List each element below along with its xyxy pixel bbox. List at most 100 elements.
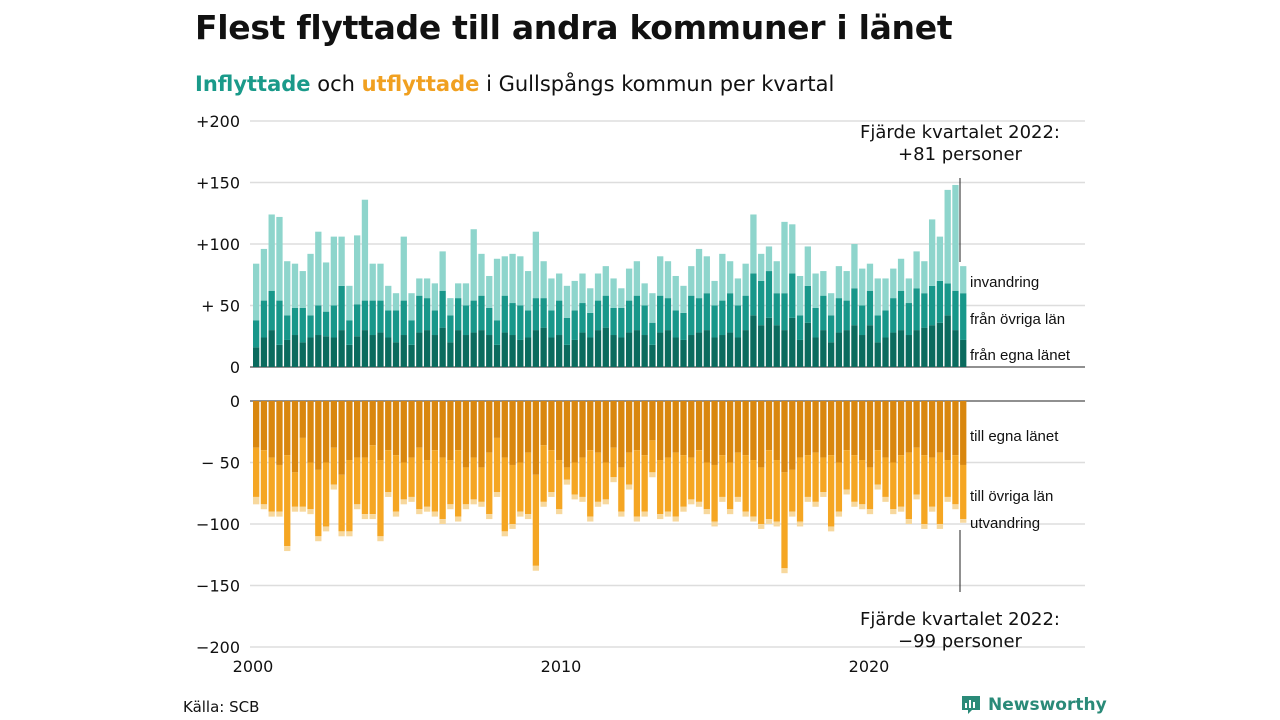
- bar-out-0-74: [827, 401, 835, 456]
- bar-out-2-74: [827, 526, 835, 532]
- bar-in-2-91: [960, 266, 967, 294]
- bar-in-0-63: [742, 330, 749, 367]
- bar-out-1-10: [330, 447, 337, 485]
- newsworthy-logo[interactable]: Newsworthy: [960, 694, 1107, 716]
- bar-out-1-78: [859, 460, 866, 505]
- bar-in-0-3: [276, 344, 283, 367]
- bar-out-1-85: [913, 447, 920, 495]
- bar-out-2-48: [625, 484, 633, 490]
- bar-out-0-15: [369, 401, 376, 446]
- bar-in-1-64: [750, 273, 757, 316]
- bar-out-2-6: [299, 506, 306, 512]
- bar-out-2-5: [291, 506, 299, 512]
- bar-out-1-45: [602, 462, 609, 500]
- bar-in-1-81: [882, 310, 889, 338]
- bar-out-2-25: [447, 504, 454, 510]
- bar-in-2-84: [905, 278, 912, 304]
- bar-in-2-46: [610, 278, 617, 308]
- bar-out-0-61: [726, 401, 734, 463]
- bar-out-2-63: [742, 511, 749, 517]
- bar-in-1-36: [532, 298, 540, 331]
- bar-in-2-34: [517, 256, 524, 306]
- bar-out-0-2: [268, 401, 275, 458]
- bar-in-0-30: [486, 335, 493, 367]
- bar-out-1-12: [346, 460, 353, 532]
- bar-out-0-75: [835, 401, 843, 463]
- bar-in-0-35: [524, 337, 532, 367]
- bar-in-0-62: [734, 337, 742, 367]
- bar-out-2-78: [859, 504, 866, 510]
- bar-in-1-71: [804, 285, 811, 323]
- bar-in-0-40: [563, 344, 571, 367]
- bar-in-0-42: [579, 332, 586, 367]
- bar-in-1-52: [657, 295, 664, 333]
- bar-in-2-22: [423, 278, 431, 299]
- bar-out-2-15: [369, 514, 376, 520]
- bar-in-1-58: [703, 293, 710, 331]
- bar-in-2-2: [268, 214, 275, 291]
- bar-in-0-51: [649, 344, 656, 367]
- bar-out-2-9: [322, 526, 330, 532]
- bar-out-1-65: [758, 467, 765, 524]
- bar-in-2-11: [338, 236, 345, 286]
- bar-in-1-6: [299, 307, 306, 343]
- bar-in-0-19: [400, 335, 407, 367]
- bar-in-2-50: [641, 283, 648, 306]
- bar-in-1-29: [478, 295, 485, 331]
- bar-in-2-33: [509, 253, 516, 304]
- bar-in-2-43: [587, 288, 594, 313]
- bar-in-1-2: [268, 290, 275, 331]
- y-tick-top: + 50: [201, 297, 240, 316]
- annotation-top-line1: Fjärde kvartalet 2022:: [860, 122, 1060, 143]
- bar-out-0-45: [602, 401, 609, 463]
- bar-in-2-90: [952, 184, 959, 291]
- y-tick-top: +200: [196, 112, 240, 131]
- bar-in-1-91: [960, 293, 967, 340]
- bar-out-2-28: [470, 499, 477, 505]
- bar-out-1-38: [548, 450, 555, 493]
- bar-out-0-37: [540, 401, 547, 446]
- bar-out-1-81: [882, 457, 889, 497]
- bar-out-2-52: [657, 514, 664, 520]
- bar-out-0-69: [789, 401, 796, 470]
- bar-out-2-36: [532, 565, 540, 571]
- bar-out-0-20: [408, 401, 415, 458]
- bar-out-2-40: [563, 479, 571, 485]
- bar-in-2-10: [330, 236, 337, 306]
- bar-out-0-17: [385, 401, 392, 451]
- bar-out-2-62: [734, 496, 742, 502]
- bar-out-0-25: [447, 401, 454, 461]
- bar-in-0-24: [439, 327, 446, 367]
- bar-out-0-68: [781, 401, 788, 473]
- bar-in-0-67: [773, 325, 780, 367]
- bar-in-0-78: [859, 335, 866, 367]
- bar-in-1-14: [361, 300, 369, 331]
- bar-in-0-66: [765, 317, 773, 367]
- bar-in-0-76: [843, 330, 850, 367]
- bar-in-0-56: [688, 335, 695, 367]
- bar-in-1-78: [859, 305, 866, 336]
- bar-in-2-29: [478, 253, 485, 296]
- bar-out-0-62: [734, 401, 742, 453]
- bar-in-1-34: [517, 305, 524, 340]
- bar-out-0-51: [649, 401, 656, 441]
- bar-in-2-52: [657, 256, 664, 296]
- bar-in-0-14: [361, 330, 369, 367]
- bar-in-2-44: [594, 273, 602, 301]
- bar-out-2-66: [765, 519, 773, 524]
- bar-in-0-54: [672, 337, 679, 367]
- bar-out-0-40: [563, 401, 571, 468]
- bar-out-2-90: [952, 504, 959, 510]
- segment-labels: invandring från övriga län från egna län…: [970, 274, 1071, 532]
- logo-text: Newsworthy: [988, 695, 1107, 715]
- bar-in-0-82: [890, 332, 897, 367]
- bar-in-2-64: [750, 214, 757, 274]
- bar-out-0-31: [493, 401, 501, 438]
- bar-in-0-16: [377, 332, 384, 367]
- bar-in-1-87: [928, 285, 936, 326]
- bar-out-0-83: [897, 401, 905, 456]
- bar-in-2-86: [921, 261, 928, 294]
- label-invandring: invandring: [970, 274, 1039, 291]
- bar-out-0-48: [625, 401, 633, 453]
- bar-in-0-21: [416, 332, 423, 367]
